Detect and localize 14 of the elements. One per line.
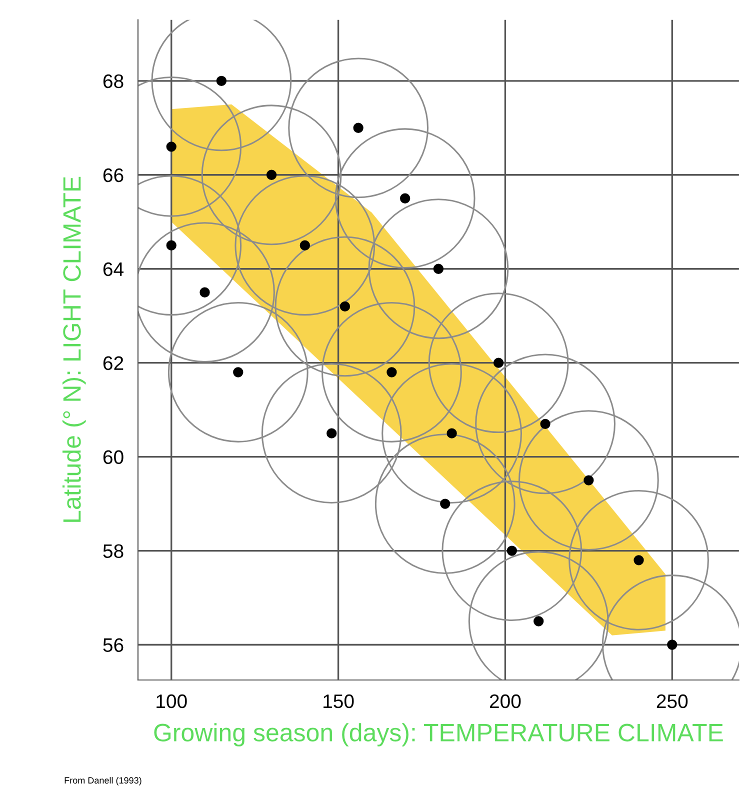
x-tick-label: 100 bbox=[156, 694, 187, 708]
text: From Danell (1993) bbox=[64, 776, 142, 786]
y-tick-label: 64 bbox=[103, 262, 124, 276]
y-tick-label: 60 bbox=[103, 450, 124, 464]
y-tick-label: 66 bbox=[103, 168, 124, 182]
x-tick-label: 250 bbox=[656, 694, 688, 708]
x-tick-label: 200 bbox=[490, 694, 521, 708]
y-axis-title: Latitude (° N): LIGHT CLIMATE bbox=[62, 176, 86, 522]
y-tick-label: 68 bbox=[103, 74, 124, 88]
x-tick-label: 150 bbox=[324, 694, 354, 708]
y-tick-label: 58 bbox=[103, 544, 124, 558]
y-tick-label: 56 bbox=[103, 638, 124, 652]
y-tick-label: 62 bbox=[103, 356, 124, 370]
x-axis-title: Growing season (days): TEMPERATURE CLIMATE bbox=[154, 723, 723, 746]
